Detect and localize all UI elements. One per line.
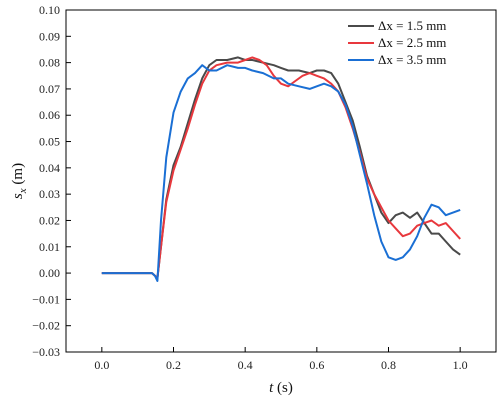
y-axis-label-var: s [10,193,26,199]
y-tick-label: 0.02 [39,213,60,227]
x-tick-label: 0.4 [238,358,253,372]
y-axis-label-unit: (m) [10,163,26,188]
x-tick-label: 0.2 [166,358,181,372]
y-tick-label: −0.02 [32,319,60,333]
y-tick-label: −0.03 [32,345,60,359]
legend: Δx = 1.5 mm Δx = 2.5 mm Δx = 3.5 mm [348,18,446,67]
y-tick-label: −0.01 [32,292,60,306]
series-layer [101,56,461,282]
x-tick-label: 0.8 [381,358,396,372]
x-tick-label: 1.0 [453,358,468,372]
y-axis-label-sub: x [17,188,29,194]
y-tick-label: 0.07 [39,82,60,96]
y-tick-label: 0.04 [39,161,60,175]
legend-label-3: Δx = 3.5 mm [378,52,446,67]
x-axis-label-var: t [269,380,274,396]
y-tick-label: 0.00 [39,266,60,280]
plot-frame [65,9,497,353]
axis-ticks: 0.0 0.2 0.4 0.6 0.8 1.0 −0.03 −0.02 −0.01 0.00 0.0… [32,3,467,372]
y-tick-label: 0.06 [39,108,60,122]
y-tick-label: 0.03 [39,187,60,201]
x-tick-label: 0.0 [94,358,109,372]
y-axis-label: sx (m) [10,163,29,199]
series-line-3 [101,64,461,282]
x-axis-label-unit: (s) [273,380,293,396]
legend-label-1: Δx = 1.5 mm [378,18,446,33]
series-line-1 [101,56,461,280]
y-tick-label: 0.09 [39,29,60,43]
x-axis-label: t (s) [269,380,293,396]
series-line-2 [101,56,461,280]
y-tick-label: 0.05 [39,135,60,149]
x-tick-label: 0.6 [309,358,324,372]
y-tick-label: 0.01 [39,240,60,254]
legend-label-2: Δx = 2.5 mm [378,35,446,50]
y-tick-label: 0.08 [39,56,60,70]
y-tick-label: 0.10 [39,3,60,17]
